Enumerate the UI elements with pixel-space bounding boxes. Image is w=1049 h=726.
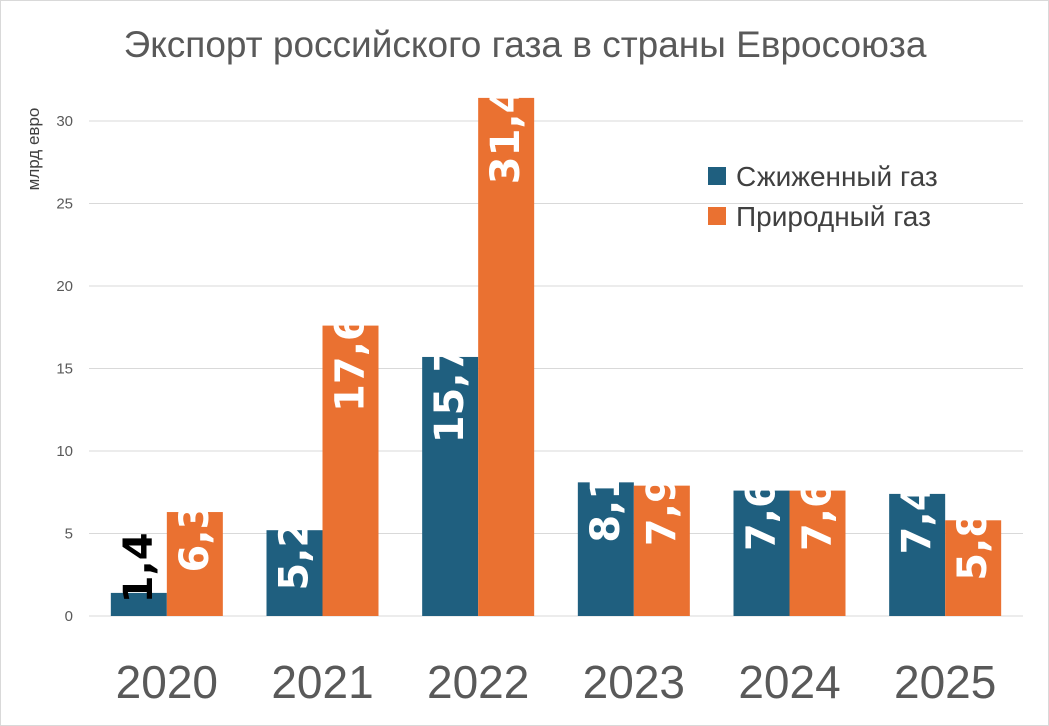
bar-lng-2021 (266, 530, 323, 616)
bar-pipeline-2024 (789, 490, 846, 616)
gridlines (89, 120, 1023, 617)
y-tick-label: 20 (56, 278, 73, 295)
bar-pipeline-2020 (166, 512, 223, 616)
y-tick-label: 30 (56, 113, 73, 130)
y-tick-label: 0 (65, 608, 73, 625)
legend: Сжиженный газ Природный газ (708, 161, 938, 232)
bar-pipeline-2023 (633, 485, 690, 616)
legend-swatch (708, 167, 726, 185)
value-label: 5,8 (950, 510, 996, 581)
x-tick-label: 2020 (116, 656, 218, 708)
value-label: 7,4 (894, 483, 940, 554)
bar-lng-2024 (733, 490, 790, 616)
bar-pipeline-2025 (945, 520, 1002, 616)
y-axis-label: млрд евро (24, 108, 43, 191)
bar-lng-2022 (422, 356, 479, 616)
bar-lng-2020 (110, 592, 167, 616)
x-tick-label: 2023 (583, 656, 685, 708)
chart-title: Экспорт российского газа в страны Евросо… (124, 24, 927, 65)
y-tick-label: 10 (56, 443, 73, 460)
bars (110, 97, 1002, 616)
y-tick-label: 15 (56, 361, 73, 378)
y-tick-label: 5 (65, 526, 73, 543)
x-tick-label: 2021 (271, 656, 373, 708)
value-label: 6,3 (172, 502, 218, 573)
legend-label: Сжиженный газ (736, 161, 938, 192)
value-label: 5,2 (272, 520, 318, 591)
legend-swatch (708, 207, 726, 225)
value-label: 7,9 (639, 475, 685, 546)
bar-pipeline-2022 (478, 97, 535, 616)
value-label: 7,6 (795, 480, 841, 551)
y-tick-labels: 0 5 10 15 20 25 30 (56, 113, 73, 625)
bar-lng-2023 (577, 482, 634, 616)
x-tick-labels: 2020 2021 2022 2023 2024 2025 (116, 656, 997, 708)
y-tick-label: 25 (56, 196, 73, 213)
x-tick-label: 2025 (894, 656, 996, 708)
value-label: 8,1 (583, 472, 629, 543)
value-label: 1,4 (116, 532, 162, 603)
value-label: 7,6 (739, 480, 785, 551)
x-tick-label: 2022 (427, 656, 529, 708)
value-label: 31,4 (483, 86, 529, 185)
bar-lng-2025 (889, 493, 946, 616)
value-labels: 1,4 6,3 5,2 17,6 15,7 31,4 8,1 7,9 7,6 7,6 7,4 5,8 (116, 86, 996, 604)
value-label: 15,7 (427, 345, 473, 444)
x-tick-label: 2024 (738, 656, 840, 708)
value-label: 17,6 (328, 313, 374, 412)
legend-label: Природный газ (736, 201, 931, 232)
bar-pipeline-2021 (322, 325, 379, 616)
